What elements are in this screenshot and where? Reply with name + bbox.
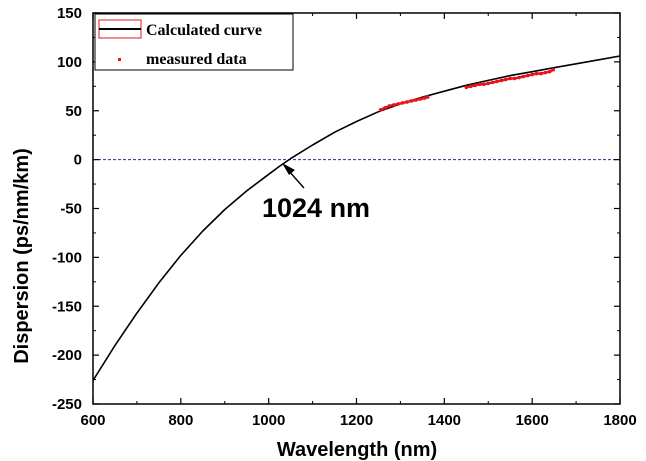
y-tick-label: -250 <box>52 396 82 413</box>
y-tick-label: 100 <box>57 54 82 71</box>
legend-label-calculated: Calculated curve <box>146 22 262 39</box>
tick-labels: 600 800 1000 1200 1400 1600 1800 150 100 50 0 -50 -1… <box>52 5 637 429</box>
calculated-curve-line <box>92 55 621 381</box>
x-tick-label: 600 <box>80 412 105 429</box>
legend-box <box>94 13 294 71</box>
measured-data-point <box>551 67 556 72</box>
y-tick-label: -100 <box>52 249 82 266</box>
x-tick-label: 800 <box>168 412 193 429</box>
legend-label-measured: measured data <box>146 51 247 68</box>
x-tick-label: 1600 <box>515 412 548 429</box>
measured-data-point <box>425 95 430 99</box>
x-tick-label: 1200 <box>340 412 373 429</box>
legend: Calculated curve measured data <box>94 13 294 71</box>
y-axis-title: Dispersion (ps/nm/km) <box>11 148 33 364</box>
series-layer <box>92 55 621 381</box>
legend-marker-measured <box>118 58 121 61</box>
annotation-label: 1024 nm <box>262 193 370 223</box>
x-tick-label: 1800 <box>603 412 636 429</box>
y-tick-label: 50 <box>65 103 82 120</box>
x-axis-title: Wavelength (nm) <box>277 439 437 461</box>
axis-ticks <box>92 12 621 405</box>
y-tick-label: -150 <box>52 298 82 315</box>
x-tick-label: 1400 <box>428 412 461 429</box>
annotation: 1024 nm <box>262 163 370 223</box>
y-tick-label: -200 <box>52 347 82 364</box>
annotation-arrow-head <box>282 163 295 175</box>
y-tick-label: -50 <box>60 201 82 218</box>
y-tick-label: 0 <box>74 152 82 169</box>
x-tick-label: 1000 <box>252 412 285 429</box>
y-tick-label: 150 <box>57 5 82 22</box>
